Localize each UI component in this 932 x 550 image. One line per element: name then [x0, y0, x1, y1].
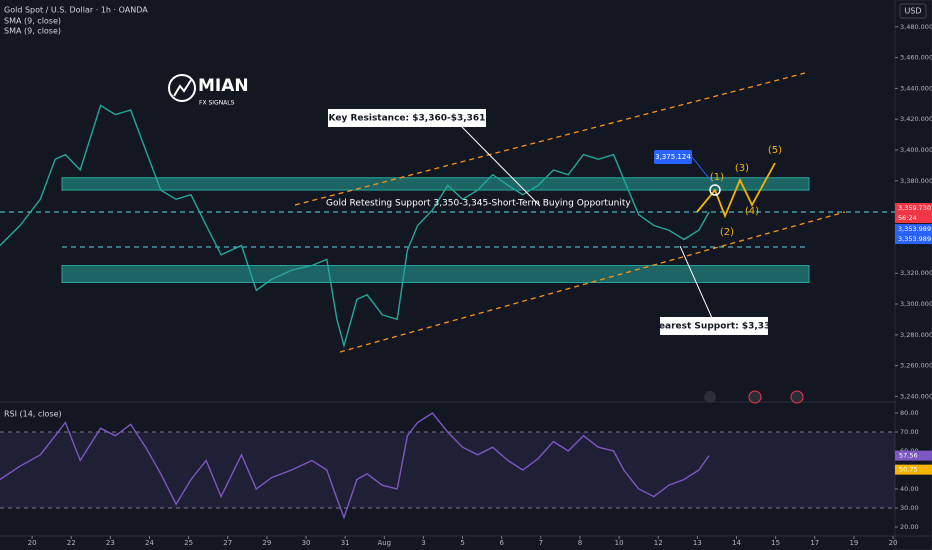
y-tick-label: 3,480.000 — [900, 23, 932, 31]
annotation-box — [328, 109, 486, 127]
y-tick-label: 3,380.000 — [900, 177, 932, 185]
x-tick-label: 6 — [499, 539, 504, 547]
indicator-label: SMA (9, close) — [4, 17, 61, 26]
y-tick-label: 3,280.000 — [900, 331, 932, 339]
price-tag-box — [895, 213, 932, 224]
wave-label: (2) — [720, 227, 734, 238]
currency[interactable]: USD — [904, 7, 921, 16]
x-tick-label: 13 — [693, 539, 702, 547]
currency-box[interactable] — [899, 3, 927, 19]
x-tick-label: 14 — [732, 539, 741, 547]
rsi-tag: 50.75 — [899, 466, 918, 474]
x-tick-label: 31 — [341, 539, 350, 547]
x-tick-label: 8 — [578, 539, 582, 547]
zone — [61, 265, 810, 283]
price-line — [0, 412, 710, 520]
x-tick-label: 12 — [654, 539, 663, 547]
logo-name: MIAN — [198, 76, 249, 96]
y-tick-label: 3,460.000 — [900, 54, 932, 62]
y-tick-label: 3,240.000 — [900, 392, 932, 400]
x-tick-label: 17 — [810, 539, 819, 547]
y-tick-label: 20.00 — [900, 523, 919, 531]
indicator-label: SMA (9, close) — [4, 27, 61, 36]
event-icon[interactable] — [790, 390, 804, 404]
logo-icon — [173, 79, 192, 97]
annotation-box — [660, 317, 768, 335]
channel-lower — [339, 211, 846, 353]
x-tick-label: 27 — [223, 539, 232, 547]
x-tick-label: 23 — [106, 539, 115, 547]
connector — [461, 126, 541, 207]
price-tag: 3,353.989 — [898, 235, 931, 243]
target-box — [654, 150, 692, 164]
price-line — [0, 104, 710, 349]
target-label: 3,375.124 — [655, 153, 691, 161]
price-tag: 56:24 — [898, 214, 917, 222]
y-tick-label: 3,320.000 — [900, 269, 932, 277]
y-tick-label: 3,440.000 — [900, 84, 932, 92]
x-tick-label: 30 — [302, 539, 311, 547]
x-tick-label: 3 — [421, 539, 425, 547]
x-tick-label: 7 — [539, 539, 543, 547]
x-tick-label: 5 — [460, 539, 464, 547]
rsi-tag-box — [895, 450, 932, 461]
event-icon[interactable] — [704, 391, 716, 403]
y-tick-label: 80.00 — [900, 409, 919, 417]
wave-label: (4) — [745, 206, 759, 217]
price-tag-box — [895, 234, 932, 245]
symbol-title: Gold Spot / U.S. Dollar · 1h · OANDA — [4, 6, 148, 15]
y-tick-label: 30.00 — [900, 504, 919, 512]
y-tick-label: 3,300.000 — [900, 300, 932, 308]
y-tick-label: 40.00 — [900, 485, 919, 493]
logo-icon — [168, 74, 196, 102]
rsi-band — [0, 431, 895, 509]
x-tick-label: 25 — [184, 539, 193, 547]
target-connector — [691, 156, 713, 183]
price-tag-box — [895, 203, 932, 214]
channel-upper — [294, 72, 806, 206]
connector — [679, 245, 713, 319]
logo-tagline: FX SIGNALS — [199, 100, 235, 107]
price-tag: 3,359.730 — [898, 204, 931, 212]
x-tick-label: 15 — [771, 539, 780, 547]
event-icon[interactable] — [748, 390, 762, 404]
series-layer: 3,240.000 3,260.000 3,280.000 3,300.000 3,32… — [0, 23, 932, 547]
wave-label: (1) — [710, 172, 724, 183]
wave-label: (5) — [768, 145, 782, 156]
x-tick-label: 19 — [849, 539, 858, 547]
rsi-title: RSI (14, close) — [4, 410, 62, 419]
x-tick-label: 24 — [145, 539, 154, 547]
annotation: Nearest Support: $3,336 — [651, 322, 776, 332]
rsi-tag: 57.56 — [899, 452, 918, 460]
x-tick-label: 20 — [889, 539, 898, 547]
x-tick-label: 10 — [615, 539, 624, 547]
annotation: Key Resistance: $3,360-$3,361 — [329, 114, 486, 124]
wave-marker — [709, 184, 721, 196]
x-tick-label: Aug — [377, 539, 391, 547]
zone — [61, 177, 810, 191]
x-tick-label: 20 — [28, 539, 37, 547]
x-tick-label: 22 — [67, 539, 76, 547]
annotation: Gold Retesting Support 3,350-3,345-Short… — [326, 199, 631, 209]
y-tick-label: 3,260.000 — [900, 362, 932, 370]
y-tick-label: 3,420.000 — [900, 115, 932, 123]
price-tag-box — [895, 224, 932, 235]
x-tick-label: 29 — [262, 539, 271, 547]
y-tick-label: 3,400.000 — [900, 146, 932, 154]
y-tick-label: 70.00 — [900, 428, 919, 436]
wave-label: (3) — [735, 163, 749, 174]
rsi-tag-box — [895, 464, 932, 475]
price-tag: 3,353.989 — [898, 225, 931, 233]
